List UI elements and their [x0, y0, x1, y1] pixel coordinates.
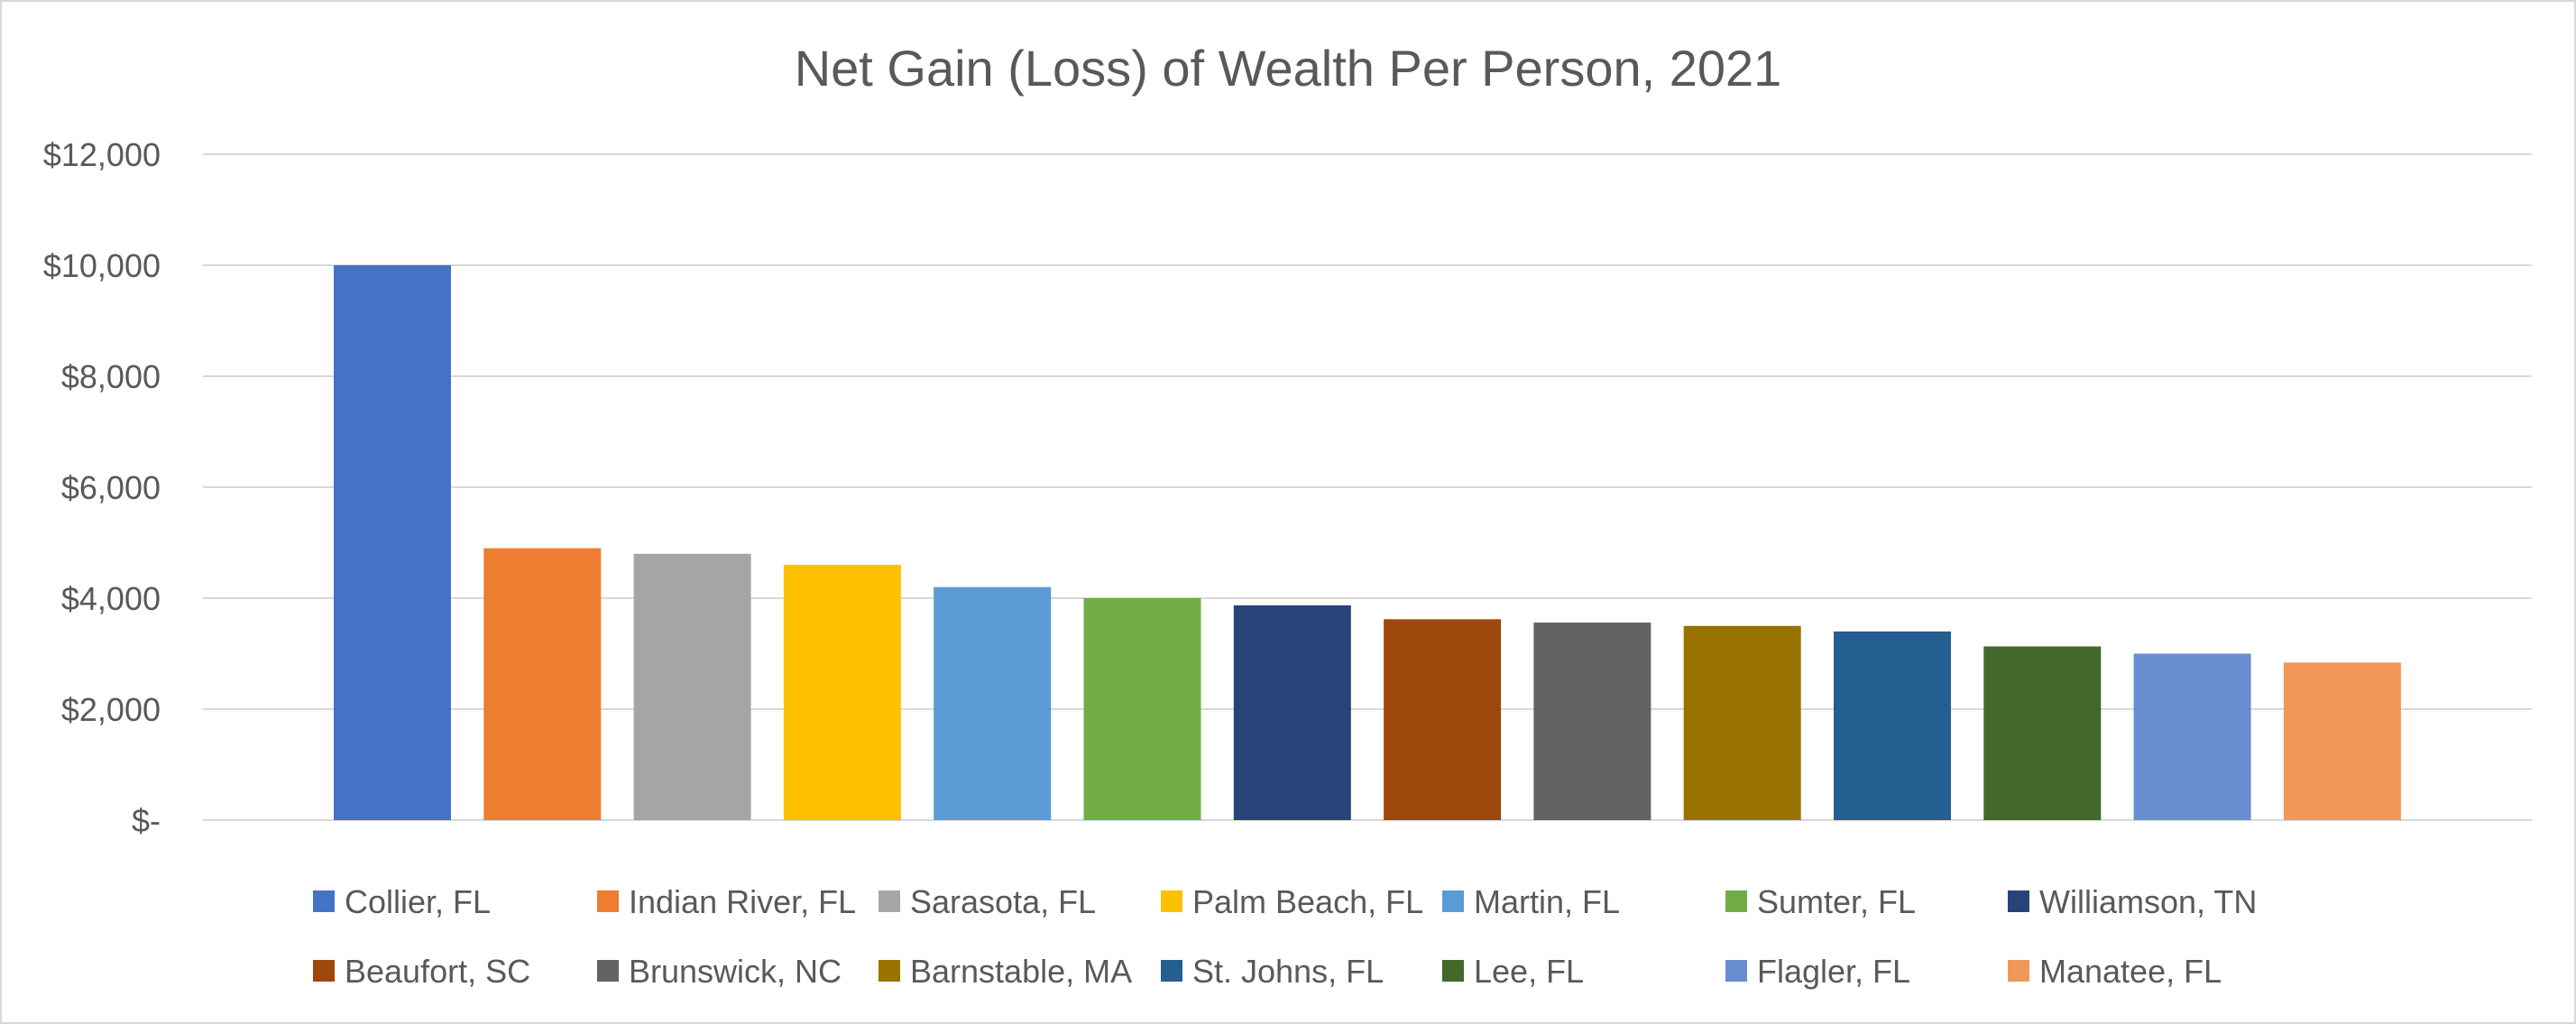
legend-swatch	[1161, 890, 1182, 912]
bars	[334, 265, 2401, 820]
legend-label: Barnstable, MA	[910, 953, 1132, 990]
bar	[1683, 625, 1801, 820]
legend-item: Martin, FL	[1442, 883, 1620, 920]
chart-title: Net Gain (Loss) of Wealth Per Person, 20…	[795, 40, 1782, 97]
legend-swatch	[2008, 960, 2029, 982]
legend-item: St. Johns, FL	[1161, 953, 1384, 990]
legend-label: Beaufort, SC	[345, 953, 530, 990]
legend-swatch	[879, 890, 900, 912]
legend-label: Brunswick, NC	[629, 953, 842, 990]
legend-label: Indian River, FL	[629, 883, 856, 920]
legend-item: Collier, FL	[313, 883, 491, 920]
y-tick-label: $6,000	[61, 469, 161, 506]
legend-swatch	[313, 960, 335, 982]
legend-label: Martin, FL	[1474, 883, 1620, 920]
legend-item: Barnstable, MA	[879, 953, 1132, 990]
bar	[1233, 604, 1351, 820]
bar	[1083, 598, 1201, 820]
legend-label: Flagler, FL	[1757, 953, 1910, 990]
y-tick-label: $8,000	[61, 358, 161, 395]
legend-item: Manatee, FL	[2008, 953, 2222, 990]
bar	[633, 553, 751, 820]
y-tick-label: $10,000	[43, 247, 161, 284]
bar	[334, 265, 451, 820]
legend-swatch	[1725, 960, 1747, 982]
legend-item: Beaufort, SC	[313, 953, 530, 990]
y-tick-label: $2,000	[61, 691, 161, 728]
legend-label: Collier, FL	[345, 883, 491, 920]
y-tick-label: $-	[132, 802, 161, 839]
legend-item: Sarasota, FL	[879, 883, 1096, 920]
legend-swatch	[313, 890, 335, 912]
y-tick-label: $4,000	[61, 580, 161, 617]
legend-item: Brunswick, NC	[597, 953, 842, 990]
bar	[783, 565, 901, 820]
legend-label: Manatee, FL	[2039, 953, 2222, 990]
y-axis-tick-labels: $- $2,000 $4,000 $6,000 $8,000 $10,000 $12,000	[43, 136, 161, 839]
bar	[1983, 646, 2102, 820]
legend-swatch	[1442, 890, 1464, 912]
legend-swatch	[597, 960, 619, 982]
legend-label: Williamson, TN	[2039, 883, 2257, 920]
legend-swatch	[1725, 890, 1747, 912]
bar	[2133, 653, 2251, 820]
legend-item: Sumter, FL	[1725, 883, 1916, 920]
legend-swatch	[597, 890, 619, 912]
legend-label: St. Johns, FL	[1192, 953, 1384, 990]
legend-swatch	[879, 960, 900, 982]
legend-swatch	[1161, 960, 1182, 982]
bar	[934, 586, 1052, 820]
legend-label: Sarasota, FL	[910, 883, 1096, 920]
bar	[1533, 623, 1651, 820]
legend-item: Williamson, TN	[2008, 883, 2257, 920]
legend: Collier, FL Indian River, FL Sarasota, FL P…	[313, 883, 2257, 990]
bar	[2283, 662, 2401, 820]
legend-swatch	[1442, 960, 1464, 982]
legend-swatch	[2008, 890, 2029, 912]
legend-item: Palm Beach, FL	[1161, 883, 1423, 920]
legend-label: Sumter, FL	[1757, 883, 1916, 920]
bar	[483, 548, 602, 820]
legend-item: Indian River, FL	[597, 883, 856, 920]
legend-item: Lee, FL	[1442, 953, 1584, 990]
legend-label: Palm Beach, FL	[1192, 883, 1423, 920]
bar	[1384, 619, 1502, 820]
y-tick-label: $12,000	[43, 136, 161, 173]
bar	[1834, 631, 1951, 820]
legend-label: Lee, FL	[1474, 953, 1584, 990]
legend-item: Flagler, FL	[1725, 953, 1910, 990]
